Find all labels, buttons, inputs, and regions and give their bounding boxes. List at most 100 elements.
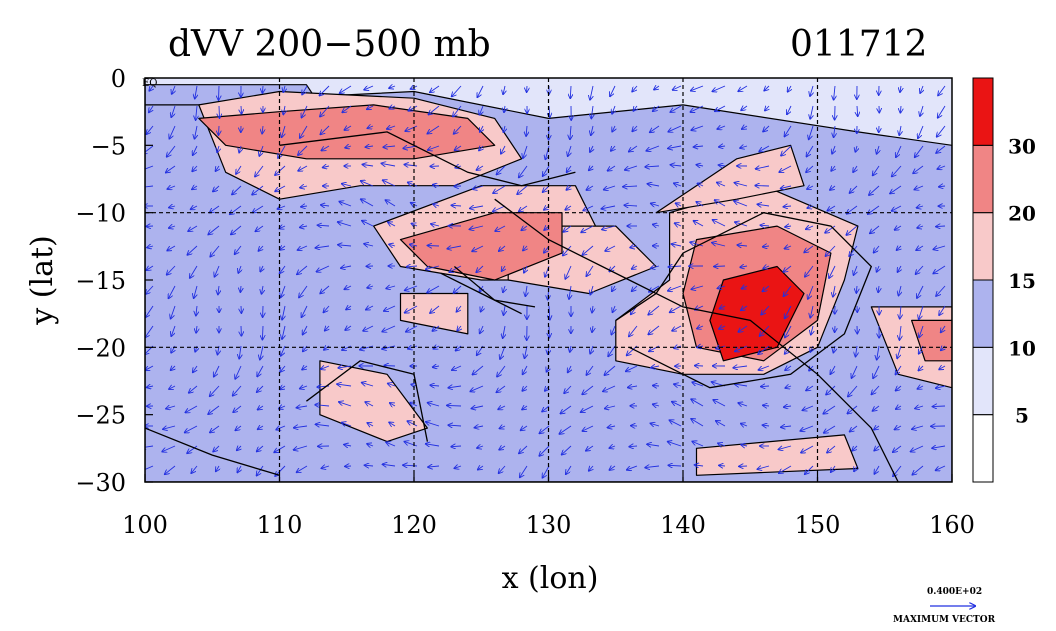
wind-vector-729 [933, 265, 946, 274]
wind-vector-312 [480, 325, 483, 333]
wind-vector-205 [361, 181, 374, 187]
wind-vector-469 [651, 266, 660, 268]
wind-vector-609 [805, 265, 814, 277]
wind-vector-173 [324, 346, 330, 350]
wind-vector-703 [915, 145, 924, 157]
wind-vector-552 [738, 325, 748, 332]
wind-vector-557 [741, 424, 748, 426]
wind-vector-291 [457, 305, 462, 312]
wind-vector-54 [193, 365, 197, 372]
wind-vector-335 [497, 385, 506, 392]
wind-vector-501 [690, 105, 704, 112]
wind-vector-395 [564, 385, 572, 393]
y-tick-label-3: −15 [75, 267, 126, 295]
wind-vector-64 [216, 165, 220, 171]
wind-vector-239 [383, 464, 396, 466]
wind-vector-66 [210, 205, 220, 213]
wind-vector-221 [389, 106, 396, 109]
wind-vector-474 [651, 366, 660, 368]
wind-vector-324 [497, 165, 506, 174]
wind-vector-436 [605, 406, 616, 409]
wind-vector-541 [741, 106, 748, 110]
wind-vector-394 [568, 365, 571, 372]
wind-vector-486 [676, 203, 682, 206]
wind-vector-32 [171, 325, 176, 336]
wind-vector-49 [190, 265, 198, 278]
wind-vector-147 [300, 226, 308, 227]
wind-vector-350 [525, 285, 527, 296]
contour-line-4 [615, 212, 873, 389]
wind-vector-539 [719, 465, 726, 466]
wind-vector-371 [549, 305, 550, 320]
wind-vector-167 [318, 225, 330, 226]
wind-vector-260 [430, 85, 440, 92]
wind-vector-586 [784, 206, 792, 207]
wind-vector-626 [827, 205, 836, 211]
wind-vector-481 [670, 105, 682, 112]
x-tick-label-150: 150 [795, 511, 841, 539]
wind-vector-505 [698, 183, 704, 186]
wind-vector-677 [874, 426, 880, 430]
wind-vector-386 [565, 206, 572, 210]
wind-vector-584 [779, 165, 792, 172]
wind-vector-196 [339, 402, 352, 407]
x-axis-label: x (lon) [502, 561, 599, 596]
wind-vector-266 [433, 204, 440, 206]
wind-vector-463 [646, 145, 660, 151]
wind-vector-564 [756, 166, 770, 169]
wind-vector-300 [477, 85, 484, 97]
wind-vector-5 [145, 186, 154, 187]
wind-vector-279 [428, 466, 440, 467]
wind-vector-627 [825, 225, 836, 233]
wind-vector-14 [145, 365, 154, 370]
wind-vector-663 [877, 145, 879, 154]
wind-vector-217 [367, 423, 374, 426]
wind-vector-212 [363, 325, 374, 331]
wind-vector-637 [824, 425, 836, 433]
wind-vector-77 [210, 425, 220, 433]
wind-vector-388 [563, 245, 572, 256]
wind-vector-510 [691, 286, 704, 289]
wind-vector-458 [629, 446, 638, 447]
axis-layer: 100 110 120 130 140 150 160 0 −5 −10 −15 −20 −25 −30 [75, 65, 975, 539]
wind-vector-359 [520, 465, 528, 477]
wind-vector-364 [543, 165, 550, 176]
wind-vector-476 [653, 404, 660, 406]
wind-vector-682 [899, 125, 901, 135]
wind-vector-133 [281, 345, 286, 356]
wind-vector-667 [870, 225, 880, 233]
wind-vector-322 [503, 125, 505, 132]
wind-vector-126 [278, 206, 286, 209]
wind-vector-307 [470, 225, 484, 229]
wind-vector-304 [477, 166, 484, 170]
wind-vector-295 [448, 386, 462, 388]
wind-vector-166 [321, 205, 330, 206]
wind-vector-197 [342, 423, 352, 426]
wind-vector-182 [344, 126, 352, 130]
wind-vector-249 [407, 266, 418, 267]
wind-vector-689 [898, 265, 902, 272]
wind-vector-115 [257, 385, 264, 392]
wind-vector-422 [612, 125, 615, 132]
wind-vector-157 [294, 426, 308, 428]
wind-vector-701 [920, 105, 923, 116]
wind-vector-691 [900, 305, 901, 319]
wind-vector-270 [427, 285, 440, 293]
wind-vector-258 [404, 442, 418, 447]
wind-vector-537 [716, 421, 726, 427]
wind-vector-10 [146, 285, 154, 294]
wind-vector-311 [481, 305, 483, 312]
wind-vector-95 [233, 385, 242, 396]
wind-vector-44 [192, 165, 198, 171]
wind-vector-280 [452, 85, 462, 96]
wind-vector-163 [321, 145, 330, 151]
wind-vector-30 [169, 285, 176, 298]
wind-vector-612 [811, 325, 813, 335]
wind-vector-238 [386, 442, 396, 446]
wind-vector-210 [367, 286, 374, 288]
wind-vector-152 [303, 325, 308, 335]
wind-vector-610 [808, 285, 814, 299]
wind-vector-190 [344, 286, 352, 289]
wind-vector-675 [872, 385, 880, 394]
wind-vector-731 [939, 305, 946, 315]
